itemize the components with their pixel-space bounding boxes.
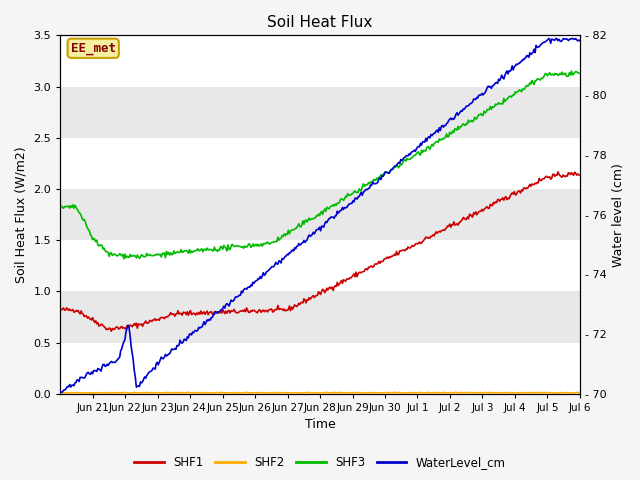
SHF2 [484, 390, 492, 396]
Bar [60, 343, 580, 394]
Line: SHF1: SHF1 [60, 172, 580, 331]
SHF3 [304, 217, 312, 223]
SHF2 [209, 390, 216, 396]
WaterLevel_cm [564, 38, 572, 44]
SHF1 [554, 169, 562, 175]
WaterLevel_cm [56, 388, 64, 394]
SHF1 [576, 172, 584, 178]
Line: SHF3: SHF3 [60, 71, 580, 259]
WaterLevel_cm [576, 38, 584, 44]
Y-axis label: Water level (cm): Water level (cm) [612, 163, 625, 266]
SHF1 [483, 204, 491, 210]
WaterLevel_cm [483, 84, 491, 90]
Line: WaterLevel_cm: WaterLevel_cm [60, 38, 580, 392]
WaterLevel_cm [304, 234, 312, 240]
Y-axis label: Soil Heat Flux (W/m2): Soil Heat Flux (W/m2) [15, 146, 28, 283]
WaterLevel_cm [367, 182, 374, 188]
SHF2 [368, 390, 376, 396]
SHF2 [576, 390, 584, 396]
SHF3 [576, 71, 584, 76]
SHF3 [483, 107, 491, 112]
SHF2 [304, 390, 312, 396]
SHF3 [367, 180, 374, 185]
Bar [60, 291, 580, 343]
SHF2 [566, 390, 573, 396]
SHF3 [56, 203, 64, 209]
SHF3 [120, 256, 127, 262]
SHF2 [307, 390, 315, 396]
Bar [60, 138, 580, 189]
SHF3 [307, 216, 315, 222]
SHF1 [566, 170, 573, 176]
Bar [60, 240, 580, 291]
WaterLevel_cm [569, 36, 577, 41]
SHF1 [339, 281, 346, 287]
SHF2 [340, 390, 348, 396]
SHF3 [339, 196, 346, 202]
SHF2 [322, 389, 330, 395]
SHF1 [108, 328, 115, 334]
SHF3 [564, 73, 572, 79]
Bar [60, 36, 580, 86]
Text: EE_met: EE_met [71, 42, 116, 55]
Line: SHF2: SHF2 [60, 392, 580, 393]
SHF1 [56, 306, 64, 312]
Legend: SHF1, SHF2, SHF3, WaterLevel_cm: SHF1, SHF2, SHF3, WaterLevel_cm [129, 452, 511, 474]
SHF3 [568, 68, 575, 74]
Bar [60, 189, 580, 240]
WaterLevel_cm [307, 233, 315, 239]
X-axis label: Time: Time [305, 419, 335, 432]
Title: Soil Heat Flux: Soil Heat Flux [268, 15, 372, 30]
Bar [60, 86, 580, 138]
WaterLevel_cm [58, 389, 65, 395]
SHF1 [304, 297, 312, 303]
SHF1 [307, 295, 315, 301]
SHF1 [367, 264, 374, 269]
SHF2 [56, 390, 64, 396]
WaterLevel_cm [339, 204, 346, 210]
